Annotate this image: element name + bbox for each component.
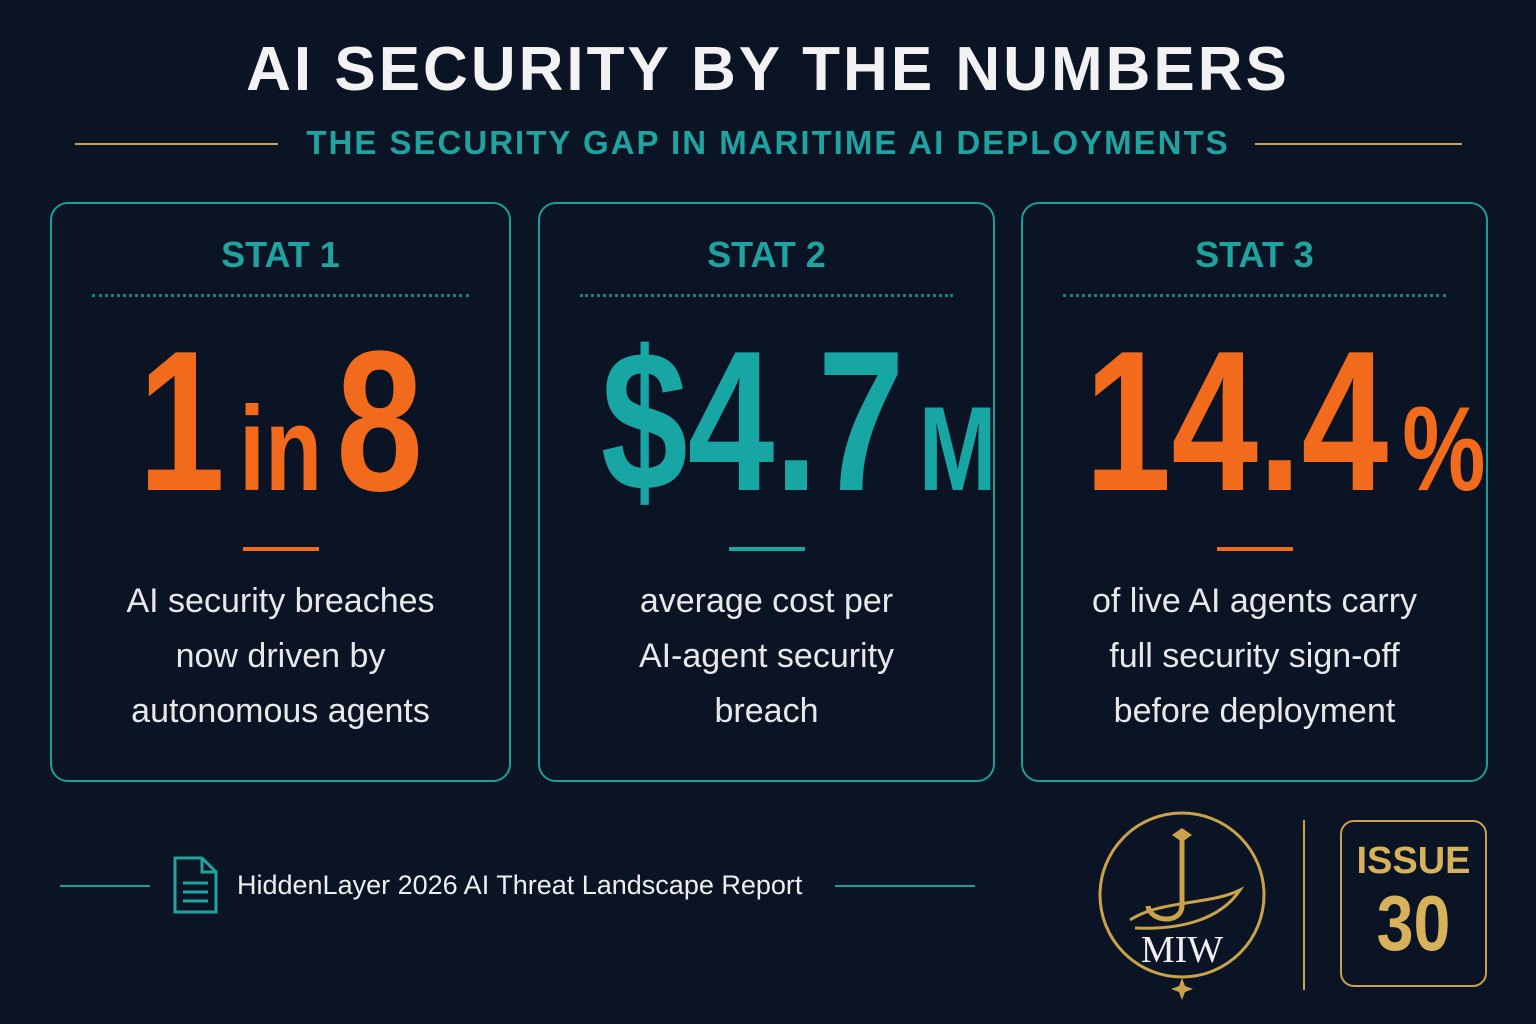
dotted-rule bbox=[92, 294, 469, 297]
logo: MIW bbox=[1098, 811, 1266, 1000]
stat-value-part: 1 bbox=[138, 310, 225, 533]
stat-label: STAT 2 bbox=[707, 234, 826, 275]
title: AI SECURITY BY THE NUMBERS bbox=[246, 35, 1290, 104]
source: HiddenLayer 2026 AI Threat Landscape Rep… bbox=[237, 870, 803, 900]
stat-description: before deployment bbox=[1113, 692, 1396, 730]
stat-description: now driven by bbox=[175, 637, 386, 675]
issue-label: ISSUE bbox=[1356, 840, 1471, 882]
stat-value-part: 14.4 bbox=[1084, 310, 1389, 533]
stat-description: of live AI agents carry bbox=[1091, 582, 1418, 620]
rule bbox=[835, 885, 975, 887]
stat-value: 1 in8 bbox=[52, 322, 509, 522]
stat-value-part: $4.7 bbox=[600, 310, 905, 533]
stat-description: AI-agent security bbox=[638, 637, 895, 675]
stat-description: autonomous agents bbox=[131, 692, 430, 730]
divider bbox=[1303, 820, 1305, 990]
stat-description: full security sign-off bbox=[1109, 637, 1400, 675]
stat-value-text: 14.4% bbox=[1082, 322, 1497, 586]
stat-value-part: 8 bbox=[336, 310, 423, 533]
stat-value-text: $4.7 M bbox=[598, 322, 1008, 586]
rule bbox=[1255, 143, 1462, 145]
stat-value: $4.7 M bbox=[540, 322, 997, 522]
stat-card: STAT 3 14.4% of live AI agents carry full s… bbox=[1021, 202, 1488, 782]
stat-value-part: M bbox=[918, 382, 997, 516]
stat-label: STAT 3 bbox=[1195, 234, 1314, 275]
issue-number: 30 bbox=[1376, 879, 1451, 967]
stat-description: average cost per bbox=[639, 582, 894, 620]
rule bbox=[75, 143, 278, 145]
subtitle: THE SECURITY GAP IN MARITIME AI DEPLOYME… bbox=[306, 124, 1230, 161]
underline bbox=[242, 547, 319, 551]
logo-text: MIW bbox=[1141, 929, 1223, 971]
stat-value-part: in bbox=[238, 382, 323, 516]
stat-description: AI security breaches bbox=[126, 582, 435, 620]
stat-value: 14.4% bbox=[1023, 322, 1486, 522]
dotted-rule bbox=[580, 294, 953, 297]
stat-card: STAT 1 1 in8 AI security breaches now driven… bbox=[50, 202, 511, 782]
stat-value-text: 1 in8 bbox=[135, 322, 426, 586]
stat-description: breach bbox=[714, 692, 819, 730]
underline bbox=[728, 547, 805, 551]
stat-label: STAT 1 bbox=[221, 234, 340, 275]
dotted-rule bbox=[1063, 294, 1446, 297]
issue-box: ISSUE 30 bbox=[1340, 820, 1487, 987]
stat-value-part: % bbox=[1402, 382, 1486, 516]
doc-icon bbox=[173, 856, 218, 914]
underline bbox=[1216, 547, 1293, 551]
rule bbox=[60, 885, 150, 887]
